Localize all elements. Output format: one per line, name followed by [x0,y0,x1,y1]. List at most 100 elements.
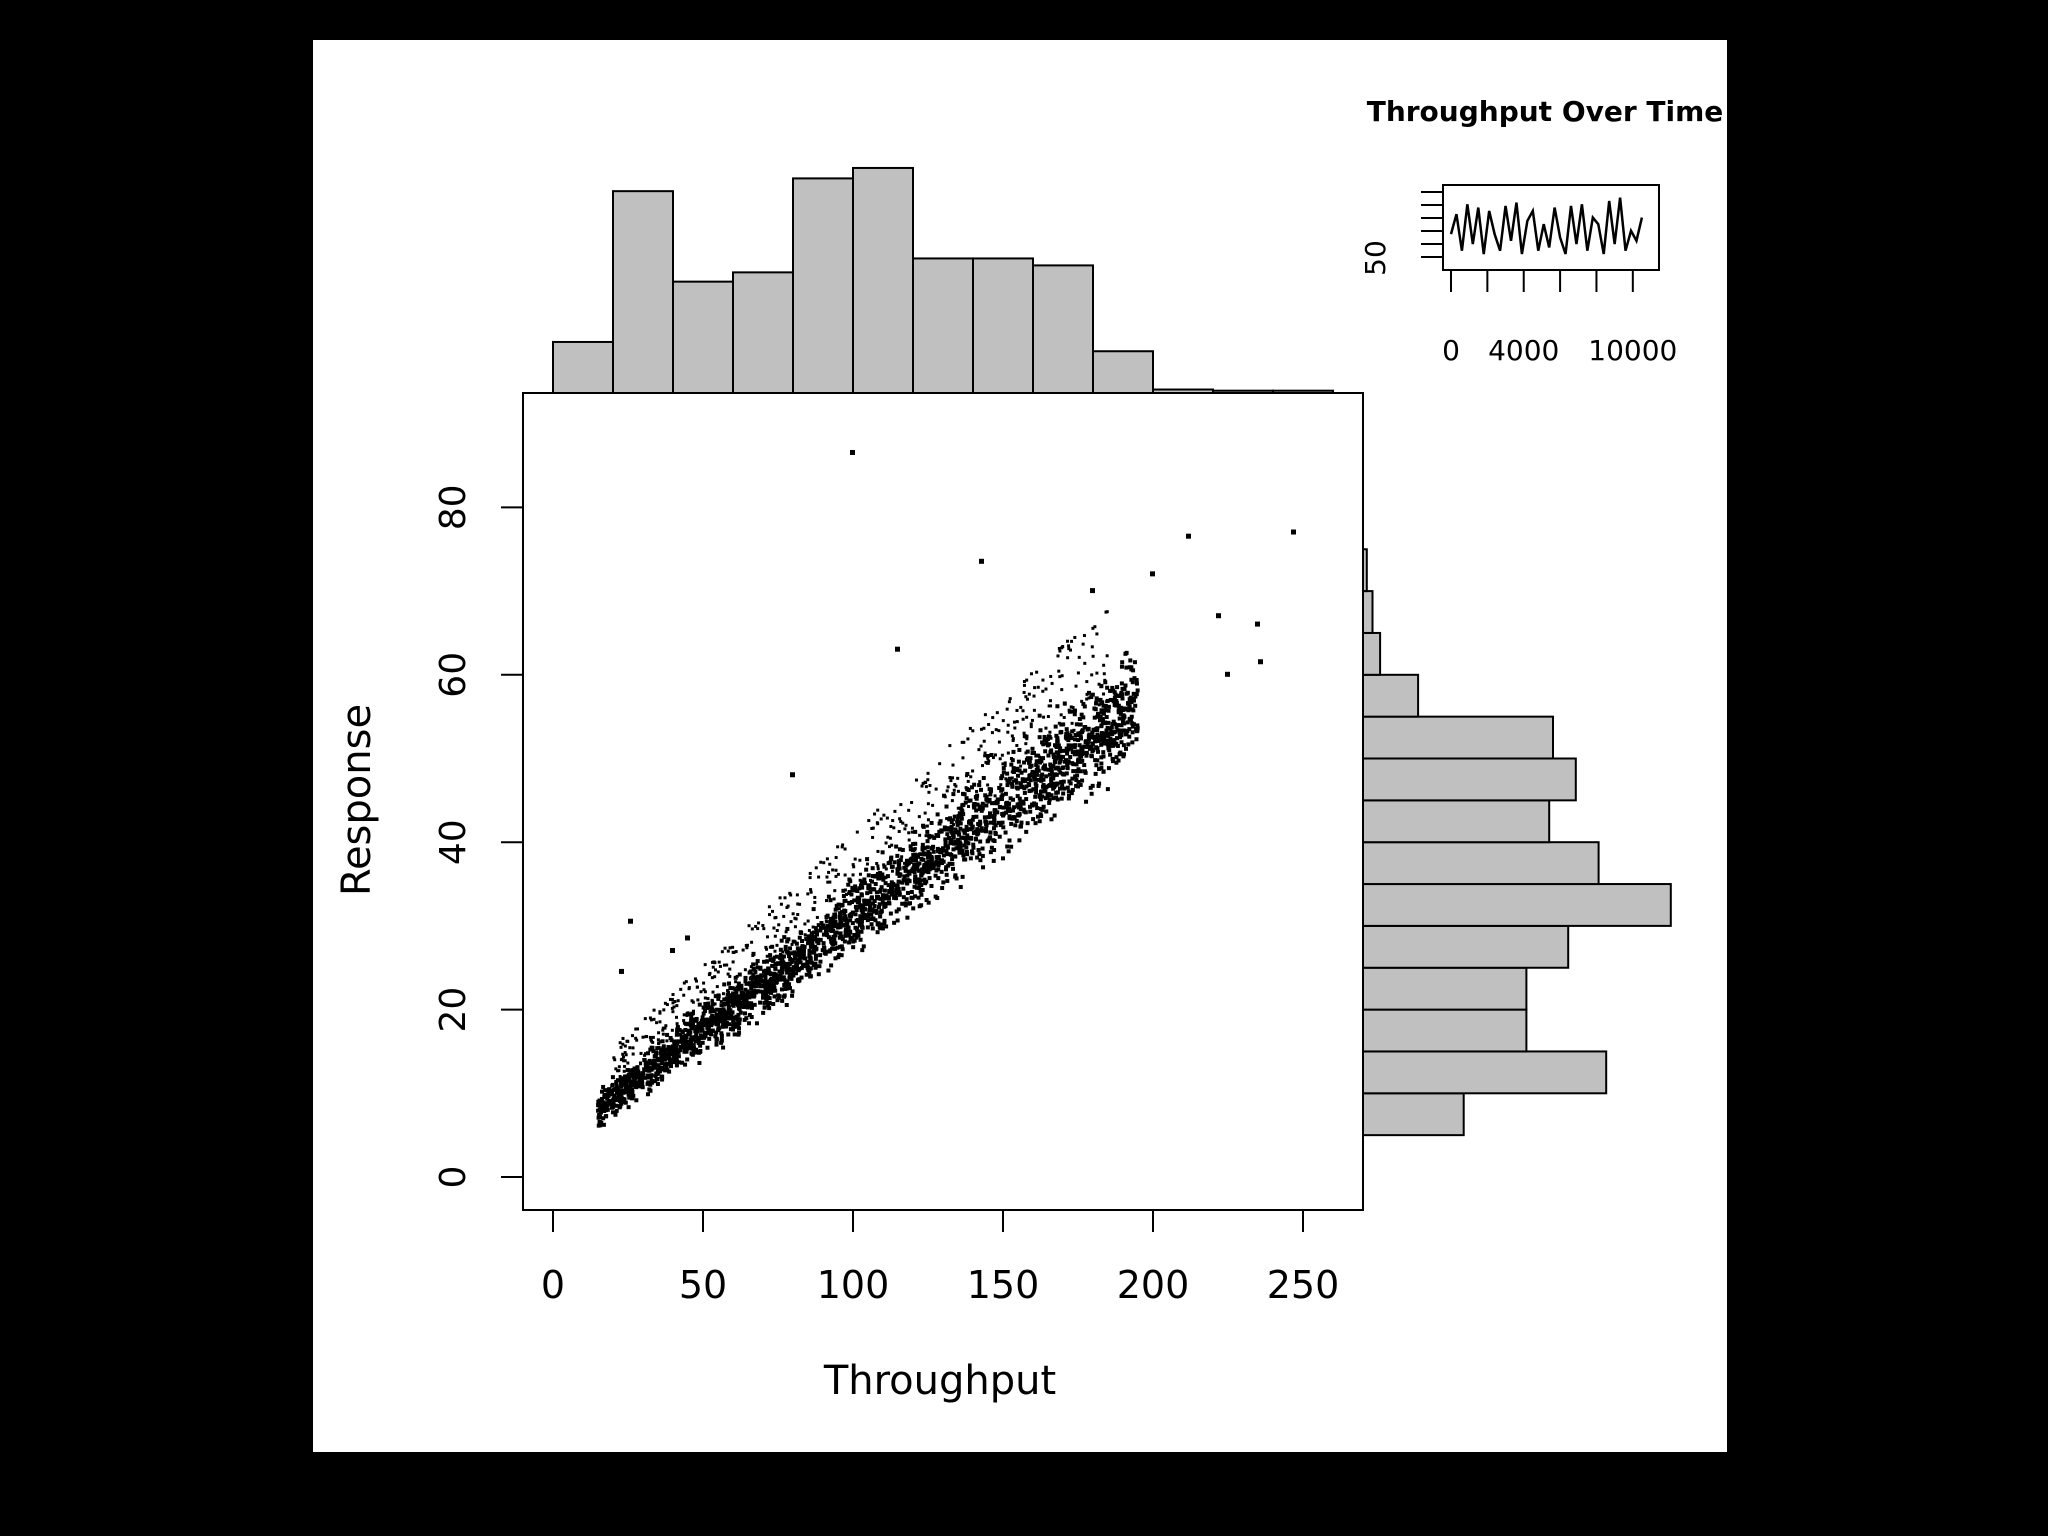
scatter-point [931,849,936,854]
scatter-point [650,1066,655,1071]
scatter-point [648,1035,652,1039]
scatter-point [1112,738,1117,743]
scatter-point [981,865,986,870]
x-axis: 0 50 100 150 200 250 [541,1209,1339,1307]
scatter-point [675,1031,679,1035]
scatter-point [1066,639,1070,643]
scatter-point [988,830,993,835]
scatter-point [1031,787,1036,792]
scatter-point [1090,673,1094,677]
scatter-point [718,1010,723,1015]
scatter-point [803,962,808,967]
scatter-point [1052,743,1057,748]
scatter-point [653,1065,658,1070]
scatter-point [948,776,952,780]
scatter-point [696,998,700,1002]
scatter-point [1099,742,1104,747]
scatter-point [672,1040,677,1045]
scatter-point [1069,791,1074,796]
scatter-point [657,1031,661,1035]
scatter-point [866,902,871,907]
scatter-point [1046,715,1050,719]
scatter-point [770,984,775,989]
scatter-point [1060,785,1065,790]
scatter-point [849,892,854,897]
scatter-point [966,788,971,793]
scatter-point [925,866,930,871]
scatter-point [745,946,749,950]
scatter-point [997,729,1001,733]
scatter-point [646,1092,651,1097]
scatter-point [648,1061,653,1066]
scatter-point [833,924,838,929]
scatter-point [766,984,771,989]
scatter-point [889,892,894,897]
scatter-point [922,877,927,882]
scatter-point [846,882,851,887]
scatter-point [1018,781,1023,786]
scatter-point [922,863,927,868]
scatter-point [703,1030,708,1035]
scatter-point [659,1051,664,1056]
scatter-point [664,1024,668,1028]
scatter-point [1103,708,1108,713]
scatter-point [957,811,962,816]
scatter-point [987,759,991,763]
scatter-point [1062,772,1067,777]
scatter-point [974,796,979,801]
scatter-point [1089,744,1094,749]
scatter-point [882,888,887,893]
scatter-point [771,1001,776,1006]
scatter-point [942,848,947,853]
scatter-point [1120,660,1125,665]
scatter-point [677,1060,682,1065]
scatter-point [615,1087,620,1092]
scatter-point [644,1067,649,1072]
scatter-point [1044,774,1049,779]
scatter-point [623,1064,627,1068]
scatter-point [669,1058,674,1063]
scatter-point [938,762,942,766]
scatter-point [660,1074,665,1079]
scatter-point [969,775,973,779]
scatter-point [1101,703,1106,708]
scatter-point [826,880,830,884]
scatter-point [869,916,874,921]
scatter-point [1087,696,1091,700]
scatter-point [956,789,960,793]
scatter-point [885,874,890,879]
scatter-point [743,987,748,992]
scatter-point [665,1033,669,1037]
scatter-point [809,890,813,894]
scatter-point [694,979,698,983]
scatter-point [841,894,846,899]
scatter-point [665,1067,670,1072]
scatter-point [618,1074,622,1078]
scatter-point [1103,703,1108,708]
scatter-point [807,972,812,977]
scatter-point [682,1046,687,1051]
scatter-point [1119,664,1124,669]
scatter-point [804,936,808,940]
scatter-point [734,990,739,995]
scatter-point [770,944,775,949]
scatter-point [1066,759,1071,764]
right-hist-bar [1362,883,1672,927]
scatter-point [676,1054,681,1059]
scatter-point [1009,762,1014,767]
scatter-point [927,876,932,881]
scatter-point [852,887,857,892]
y-tick-label: 80 [433,484,474,530]
scatter-point [925,862,930,867]
scatter-point [980,805,985,810]
scatter-point [924,834,928,838]
scatter-point [682,1035,687,1040]
scatter-point [800,963,805,968]
scatter-point [780,958,785,963]
scatter-point [731,960,735,964]
scatter-point [999,797,1004,802]
scatter-point [763,987,768,992]
scatter-point [842,911,847,916]
scatter-point [1008,697,1012,701]
scatter-point [850,885,855,890]
